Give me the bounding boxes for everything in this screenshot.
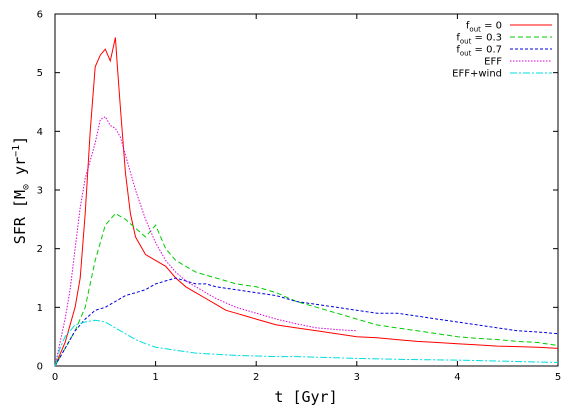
y-tick-label: 6 [37,10,43,21]
x-tick-label: 4 [454,372,460,383]
series-line-3 [54,116,357,367]
axis-ticks: 0 1 2 3 4 5 0 1 2 3 4 5 6 [37,10,562,384]
x-tick-label: 3 [354,372,360,383]
series-line-2 [54,277,559,367]
x-tick-label: 2 [253,372,259,383]
series-line-4 [54,319,559,367]
legend-label: fout = 0 [466,21,502,34]
y-axis-label-main: SFR [M [11,190,29,244]
series-line-0 [54,37,559,367]
y-tick-label: 4 [37,127,43,138]
x-tick-label: 5 [555,372,561,383]
y-axis-label: SFR [M⊙ yr−1] [11,136,32,244]
y-axis-label-sun-subscript: ⊙ [21,184,32,190]
y-tick-label: 2 [37,244,43,255]
x-tick-label: 1 [152,372,158,383]
x-tick-label: 0 [52,372,58,383]
y-axis-label-unit: yr [11,157,29,184]
series-group [54,37,559,367]
y-axis-label-close: ] [11,136,29,145]
legend-label: fout = 0.3 [456,33,502,46]
y-axis-label-exponent: −1 [11,145,22,157]
x-axis-label: t [Gyr] [274,388,337,406]
legend-label: EFF+wind [452,69,502,80]
y-tick-label: 1 [37,303,43,314]
series-line-1 [54,212,559,367]
y-tick-label: 5 [37,68,43,79]
y-tick-label: 3 [37,186,43,197]
plot-frame [54,13,559,367]
y-tick-label: 0 [37,362,43,373]
legend-label: EFF [484,57,502,68]
legend-label: fout = 0.7 [456,45,502,58]
